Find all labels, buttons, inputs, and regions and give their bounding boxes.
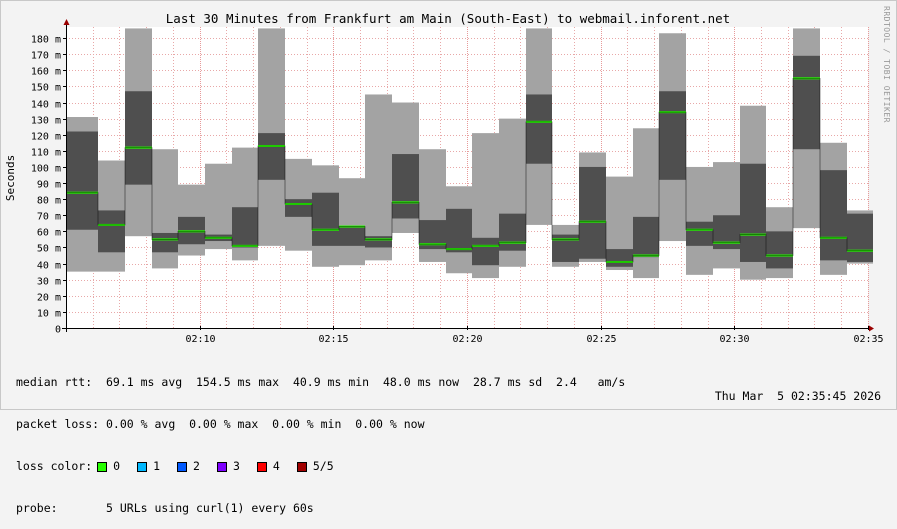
spread-bar [365,236,392,248]
spread-bar [339,226,365,246]
y-axis-label: Seconds [4,155,17,201]
x-axis-arrow [869,325,874,332]
loss-color-swatch [296,461,307,472]
y-tick-label: 0 [55,325,61,336]
y-tick-label: 110 m [31,148,61,159]
y-tick-label: 140 m [31,100,61,111]
spread-bar [740,163,766,262]
y-tick-label: 170 m [31,51,61,62]
y-tick-label: 120 m [31,132,61,143]
range-bar [365,94,392,261]
smokeping-chart: 0 10 m 20 m 30 m 40 m 50 m 60 m 70 m 80 m 90 m 100… [4,11,884,345]
loss-color-swatch [177,461,188,472]
loss-color-legend: loss color: 0 1 2 3 4 5/5 [16,459,625,473]
x-tick-label: 02:20 [452,334,482,345]
y-tick-label: 10 m [37,309,61,320]
spread-bar [526,94,552,164]
range-bar [339,178,365,266]
x-tick-label: 02:35 [853,334,883,345]
spread-bar [606,249,633,267]
y-tick-label: 80 m [37,196,61,207]
x-tick-label: 02:30 [719,334,749,345]
probe-info: probe: 5 URLs using curl(1) every 60s [16,501,314,515]
spread-bar [152,232,178,253]
spread-bar [847,213,873,262]
spread-bar [258,133,285,180]
y-axis-arrow [63,19,70,25]
loss-color-swatch [137,461,148,472]
spread-bar [766,231,793,269]
y-tick-label: 30 m [37,277,61,288]
median-rtt-stats: median rtt: 69.1 ms avg 154.5 ms max 40.… [16,375,626,389]
loss-color-swatch-label: 3 [232,459,240,473]
y-tick-label: 160 m [31,67,61,78]
rrdtool-watermark: RRDTOOL / TOBI OETIKER [882,6,891,123]
spread-bar [446,208,472,253]
range-bar [686,166,713,275]
spread-bar [232,207,258,248]
x-tick-label: 02:10 [185,334,215,345]
spread-bar [820,170,847,261]
spread-bar [125,91,152,185]
spread-bar [285,199,312,217]
chart-title: Last 30 Minutes from Frankfurt am Main (… [166,11,730,26]
timestamp: Thu Mar 5 02:35:45 2026 [714,389,881,403]
y-tick-label: 90 m [37,180,61,191]
spread-bar [633,216,659,258]
median-step-line [66,77,873,263]
y-tick-label: 20 m [37,293,61,304]
y-tick-label: 60 m [37,228,61,239]
spread-bar [713,215,740,250]
loss-color-swatch [256,461,267,472]
y-tick-label: 100 m [31,164,61,175]
loss-color-swatch [97,461,108,472]
spread-bar [793,55,820,150]
loss-color-swatch-label: 5/5 [312,459,334,473]
loss-color-swatch-label: 0 [113,459,121,473]
spread-bar [98,210,125,253]
legend: median rtt: 69.1 ms avg 154.5 ms max 40.… [16,347,625,529]
loss-color-swatch-label: 4 [272,459,280,473]
loss-color-swatch [216,461,227,472]
spread-bar [392,154,419,219]
y-tick-label: 40 m [37,261,61,272]
spread-bar [499,213,526,251]
spread-bar [686,221,713,246]
x-tick-label: 02:25 [586,334,616,345]
spread-bar [472,237,499,266]
loss-color-swatch-label: 2 [193,459,200,473]
y-tick-label: 50 m [37,244,61,255]
loss-color-swatch-label: 1 [153,459,161,473]
spread-bar [659,91,686,180]
spread-bar [579,166,606,259]
y-tick-label: 180 m [31,35,61,46]
y-tick-label: 150 m [31,83,61,94]
packet-loss-stats: packet loss: 0.00 % avg 0.00 % max 0.00 … [16,417,425,431]
spread-bar [66,131,98,230]
y-tick-label: 130 m [31,116,61,127]
y-tick-label: 70 m [37,212,61,223]
spread-bar [312,192,339,246]
x-tick-label: 02:15 [318,334,348,345]
loss-color-label: loss color: [16,459,93,473]
